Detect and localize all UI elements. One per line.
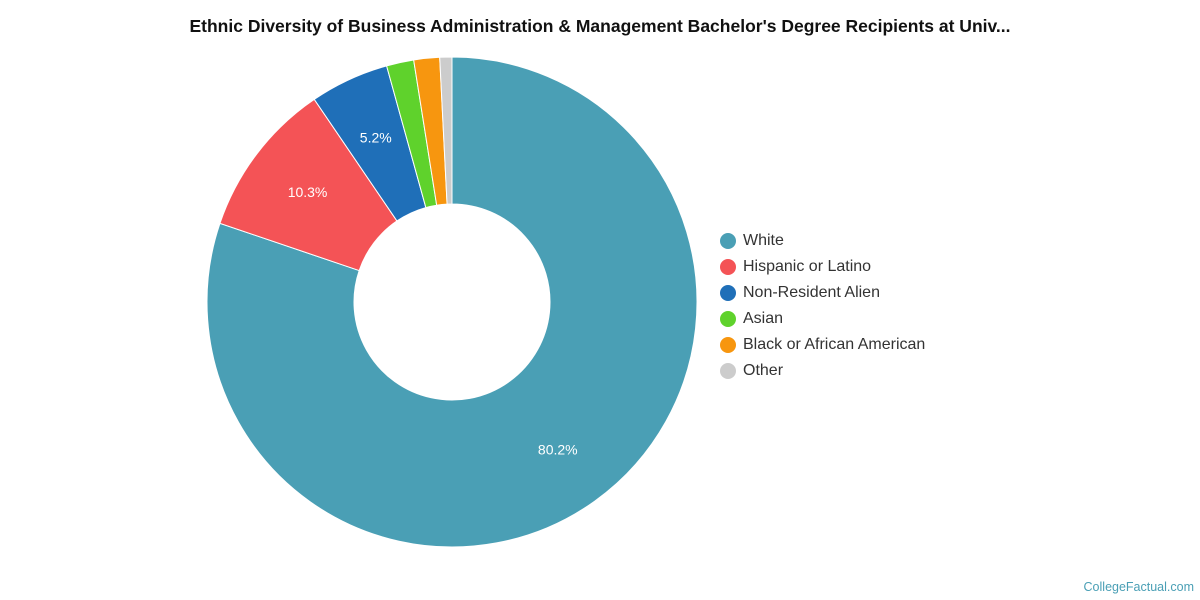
slice-label-white: 80.2% [538, 442, 578, 458]
legend-item-non-resident-alien[interactable]: Non-Resident Alien [720, 280, 925, 306]
legend-item-other[interactable]: Other [720, 358, 925, 384]
legend-swatch-non-resident-alien [720, 285, 736, 301]
legend-label-black-or-african-american: Black or African American [743, 336, 926, 353]
legend-item-hispanic-or-latino[interactable]: Hispanic or Latino [720, 254, 925, 280]
slice-other[interactable] [439, 56, 453, 205]
legend-label-other: Other [743, 362, 784, 379]
legend-swatch-asian [720, 311, 736, 327]
slice-label-hispanic-or-latino: 10.3% [288, 184, 328, 200]
legend-label-white: White [743, 232, 784, 249]
legend-swatch-white [720, 233, 736, 249]
chart-title: Ethnic Diversity of Business Administrat… [189, 16, 1011, 36]
legend-swatch-black-or-african-american [720, 337, 736, 353]
legend-label-hispanic-or-latino: Hispanic or Latino [743, 258, 872, 275]
slice-white[interactable] [206, 56, 698, 548]
chart-legend: White Hispanic or Latino Non-Resident Alie… [720, 228, 925, 384]
legend-item-white[interactable]: White [720, 228, 925, 254]
legend-item-black-or-african-american[interactable]: Black or African American [720, 332, 925, 358]
legend-swatch-hispanic-or-latino [720, 259, 736, 275]
slice-label-non-resident-alien: 5.2% [360, 129, 392, 145]
credit-link[interactable]: CollegeFactual.com [1083, 580, 1194, 594]
legend-label-non-resident-alien: Non-Resident Alien [743, 284, 880, 301]
legend-swatch-other [720, 363, 736, 379]
legend-label-asian: Asian [743, 310, 784, 327]
legend-item-asian[interactable]: Asian [720, 306, 925, 332]
slice-hispanic-or-latino[interactable] [219, 98, 398, 272]
